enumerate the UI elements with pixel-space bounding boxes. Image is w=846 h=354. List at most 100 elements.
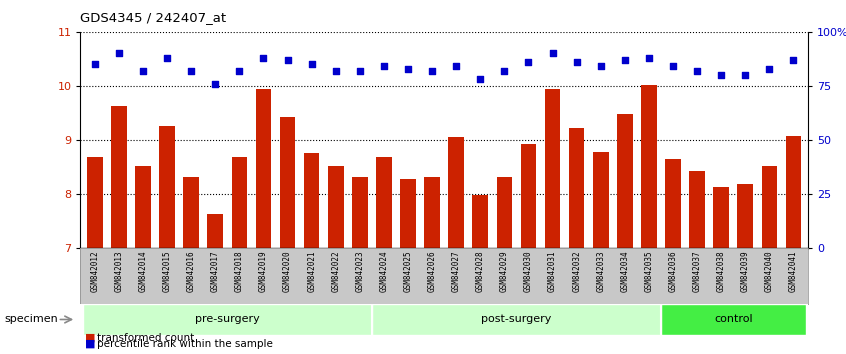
Text: GSM842026: GSM842026: [427, 251, 437, 292]
Text: GDS4345 / 242407_at: GDS4345 / 242407_at: [80, 11, 227, 24]
Text: ■: ■: [85, 333, 95, 343]
Point: [762, 66, 776, 72]
Bar: [352, 177, 368, 248]
Point: [161, 55, 174, 61]
Text: GSM842016: GSM842016: [187, 251, 195, 292]
Point: [497, 68, 511, 74]
Point: [787, 57, 800, 63]
Bar: [400, 179, 416, 248]
Text: GSM842030: GSM842030: [524, 251, 533, 292]
Text: GSM842032: GSM842032: [572, 251, 581, 292]
Point: [113, 51, 126, 56]
Bar: [232, 157, 247, 248]
Bar: [159, 126, 175, 248]
Text: specimen: specimen: [4, 314, 58, 325]
Text: GSM842012: GSM842012: [91, 251, 99, 292]
Bar: [207, 214, 223, 248]
Text: GSM842024: GSM842024: [379, 251, 388, 292]
Text: GSM842041: GSM842041: [789, 251, 798, 292]
Bar: [761, 166, 777, 248]
Text: GSM842029: GSM842029: [500, 251, 509, 292]
Text: GSM842039: GSM842039: [741, 251, 750, 292]
Text: GSM842017: GSM842017: [211, 251, 220, 292]
Text: GSM842013: GSM842013: [114, 251, 124, 292]
Text: GSM842031: GSM842031: [548, 251, 557, 292]
Text: GSM842037: GSM842037: [693, 251, 701, 292]
Bar: [569, 128, 585, 248]
Text: GSM842034: GSM842034: [620, 251, 629, 292]
Bar: [87, 157, 102, 248]
Point: [690, 68, 704, 74]
Text: transformed count: transformed count: [97, 333, 195, 343]
Bar: [304, 153, 320, 248]
Text: GSM842023: GSM842023: [355, 251, 365, 292]
Text: GSM842015: GSM842015: [162, 251, 172, 292]
Point: [642, 55, 656, 61]
Point: [329, 68, 343, 74]
Bar: [738, 184, 753, 248]
Point: [618, 57, 632, 63]
Text: control: control: [714, 314, 753, 325]
Bar: [372, 304, 661, 335]
Text: ■: ■: [85, 339, 95, 349]
Point: [281, 57, 294, 63]
Bar: [376, 157, 392, 248]
Point: [449, 64, 463, 69]
Point: [377, 64, 391, 69]
Bar: [617, 114, 633, 248]
Point: [426, 68, 439, 74]
Text: GSM842014: GSM842014: [139, 251, 147, 292]
Point: [184, 68, 198, 74]
Bar: [713, 187, 729, 248]
Point: [305, 61, 318, 67]
Bar: [786, 136, 801, 248]
Text: pre-surgery: pre-surgery: [195, 314, 260, 325]
Text: GSM842020: GSM842020: [283, 251, 292, 292]
Bar: [593, 152, 608, 248]
Bar: [661, 304, 805, 335]
Text: GSM842040: GSM842040: [765, 251, 774, 292]
Point: [401, 66, 415, 72]
Bar: [520, 144, 536, 248]
Point: [136, 68, 150, 74]
Point: [546, 51, 559, 56]
Text: GSM842027: GSM842027: [452, 251, 461, 292]
Point: [667, 64, 680, 69]
Text: GSM842022: GSM842022: [332, 251, 340, 292]
Bar: [135, 166, 151, 248]
Point: [88, 61, 102, 67]
Point: [739, 72, 752, 78]
Bar: [689, 171, 705, 248]
Point: [474, 76, 487, 82]
Bar: [111, 106, 127, 248]
Point: [353, 68, 366, 74]
Bar: [665, 159, 681, 248]
Point: [256, 55, 270, 61]
Bar: [280, 116, 295, 248]
Text: GSM842025: GSM842025: [404, 251, 413, 292]
Text: GSM842033: GSM842033: [596, 251, 605, 292]
Point: [594, 64, 607, 69]
Bar: [497, 177, 512, 248]
Bar: [184, 177, 199, 248]
Text: GSM842021: GSM842021: [307, 251, 316, 292]
Text: GSM842019: GSM842019: [259, 251, 268, 292]
Point: [570, 59, 584, 65]
Point: [522, 59, 536, 65]
Bar: [448, 137, 464, 248]
Bar: [328, 166, 343, 248]
Text: GSM842018: GSM842018: [235, 251, 244, 292]
Text: GSM842036: GSM842036: [668, 251, 678, 292]
Bar: [425, 177, 440, 248]
Text: GSM842035: GSM842035: [645, 251, 653, 292]
Point: [714, 72, 728, 78]
Point: [233, 68, 246, 74]
Bar: [472, 195, 488, 248]
Text: GSM842038: GSM842038: [717, 251, 726, 292]
Text: GSM842028: GSM842028: [475, 251, 485, 292]
Text: post-surgery: post-surgery: [481, 314, 552, 325]
Bar: [545, 88, 560, 248]
Text: percentile rank within the sample: percentile rank within the sample: [97, 339, 273, 349]
Bar: [255, 88, 272, 248]
Bar: [83, 304, 372, 335]
